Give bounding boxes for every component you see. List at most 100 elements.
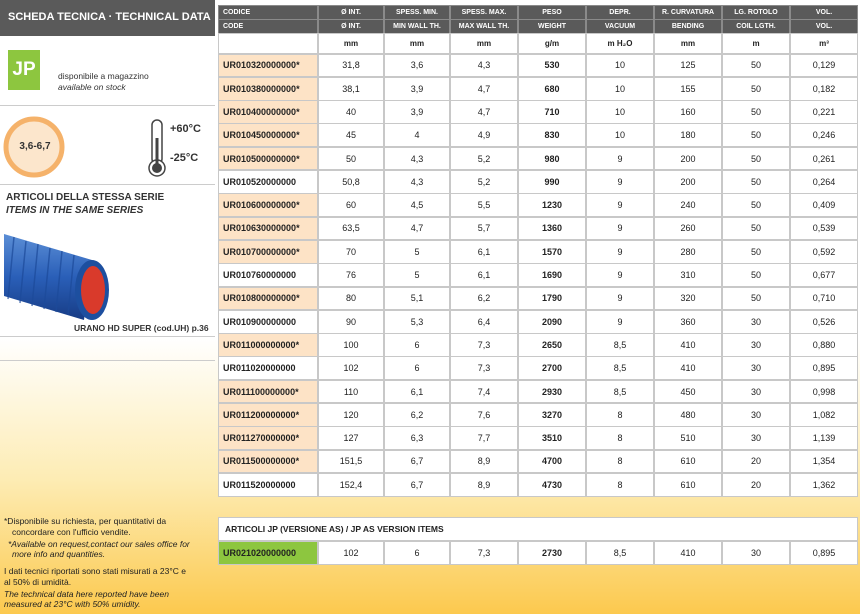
header-it: LG. ROTOLO — [722, 5, 790, 20]
value: 2650 — [518, 333, 586, 357]
code: UR010400000000* — [218, 100, 318, 124]
value: 30 — [722, 379, 790, 404]
value: 4,9 — [450, 123, 518, 148]
note: I dati tecnici riportati sono stati misu… — [4, 566, 186, 587]
value: 50 — [722, 170, 790, 194]
value: 980 — [518, 146, 586, 171]
value: 320 — [654, 286, 722, 311]
separator — [0, 184, 215, 185]
value: 8 — [586, 449, 654, 474]
value: 410 — [654, 541, 722, 565]
value: 1,362 — [790, 472, 858, 497]
value: 5,2 — [450, 146, 518, 171]
value: 7,3 — [450, 541, 518, 565]
value: 200 — [654, 170, 722, 194]
code: UR011500000000* — [218, 449, 318, 474]
value: 510 — [654, 426, 722, 451]
value: 240 — [654, 193, 722, 218]
value: 10 — [586, 76, 654, 101]
value: 0,526 — [790, 309, 858, 334]
value: 20 — [722, 472, 790, 497]
value: 102 — [318, 356, 384, 381]
code: UR021020000000 — [218, 541, 318, 565]
value: 0,998 — [790, 379, 858, 404]
header-it: R. CURVATURA — [654, 5, 722, 20]
value: 8,5 — [586, 356, 654, 381]
value: 0,182 — [790, 76, 858, 101]
value: 990 — [518, 170, 586, 194]
value: 50,8 — [318, 170, 384, 194]
value: 9 — [586, 239, 654, 264]
value: 0,895 — [790, 541, 858, 565]
value: 680 — [518, 76, 586, 101]
value: 9 — [586, 216, 654, 241]
value: 180 — [654, 123, 722, 148]
value: 5,7 — [450, 216, 518, 241]
value: 0,129 — [790, 53, 858, 78]
header-en: MIN WALL TH. — [384, 19, 450, 34]
value: 31,8 — [318, 53, 384, 78]
code: UR010520000000 — [218, 170, 318, 194]
code: UR011100000000* — [218, 379, 318, 404]
value: 480 — [654, 403, 722, 427]
note: The technical data here reported have be… — [4, 589, 169, 609]
header-it: PESO — [518, 5, 586, 20]
value: 155 — [654, 76, 722, 101]
value: 1230 — [518, 193, 586, 218]
unit: m H₂O — [586, 33, 654, 54]
temp-min: -25°C — [170, 152, 199, 164]
temp-max: +60°C — [170, 123, 202, 135]
value: 4,7 — [384, 216, 450, 241]
value: 50 — [722, 239, 790, 264]
value: 9 — [586, 146, 654, 171]
code: UR010760000000 — [218, 263, 318, 287]
value: 6,4 — [450, 309, 518, 334]
value: 360 — [654, 309, 722, 334]
value: 50 — [722, 286, 790, 311]
value: 530 — [518, 53, 586, 78]
value: 6 — [384, 333, 450, 357]
header-en: WEIGHT — [518, 19, 586, 34]
value: 4 — [384, 123, 450, 148]
value: 260 — [654, 216, 722, 241]
value: 80 — [318, 286, 384, 311]
value: 830 — [518, 123, 586, 148]
value: 4,3 — [450, 53, 518, 78]
unit: g/m — [518, 33, 586, 54]
value: 30 — [722, 541, 790, 565]
value: 6,1 — [450, 263, 518, 287]
separator — [0, 360, 215, 361]
value: 3,9 — [384, 100, 450, 124]
value: 2930 — [518, 379, 586, 404]
value: 2090 — [518, 309, 586, 334]
value: 10 — [586, 100, 654, 124]
value: 100 — [318, 333, 384, 357]
stock-badge: JP — [8, 50, 40, 90]
value: 9 — [586, 170, 654, 194]
value: 9 — [586, 263, 654, 287]
value: 50 — [722, 193, 790, 218]
stock-label: disponibile a magazzino — [58, 71, 149, 81]
value: 50 — [722, 216, 790, 241]
jp-title: ARTICOLI JP (VERSIONE AS) / JP AS VERSIO… — [218, 517, 858, 541]
value: 3270 — [518, 403, 586, 427]
value: 5,3 — [384, 309, 450, 334]
value: 60 — [318, 193, 384, 218]
value: 0,246 — [790, 123, 858, 148]
value: 1690 — [518, 263, 586, 287]
value: 38,1 — [318, 76, 384, 101]
code: UR011020000000 — [218, 356, 318, 381]
value: 125 — [654, 53, 722, 78]
header-en: Ø INT. — [318, 19, 384, 34]
value: 6,1 — [384, 379, 450, 404]
code: UR010900000000 — [218, 309, 318, 334]
code: UR010320000000* — [218, 53, 318, 78]
code: UR010800000000* — [218, 286, 318, 311]
value: 7,4 — [450, 379, 518, 404]
value: 30 — [722, 356, 790, 381]
value: 127 — [318, 426, 384, 451]
value: 151,5 — [318, 449, 384, 474]
value: 6 — [384, 541, 450, 565]
value: 0,409 — [790, 193, 858, 218]
code: UR011200000000* — [218, 403, 318, 427]
